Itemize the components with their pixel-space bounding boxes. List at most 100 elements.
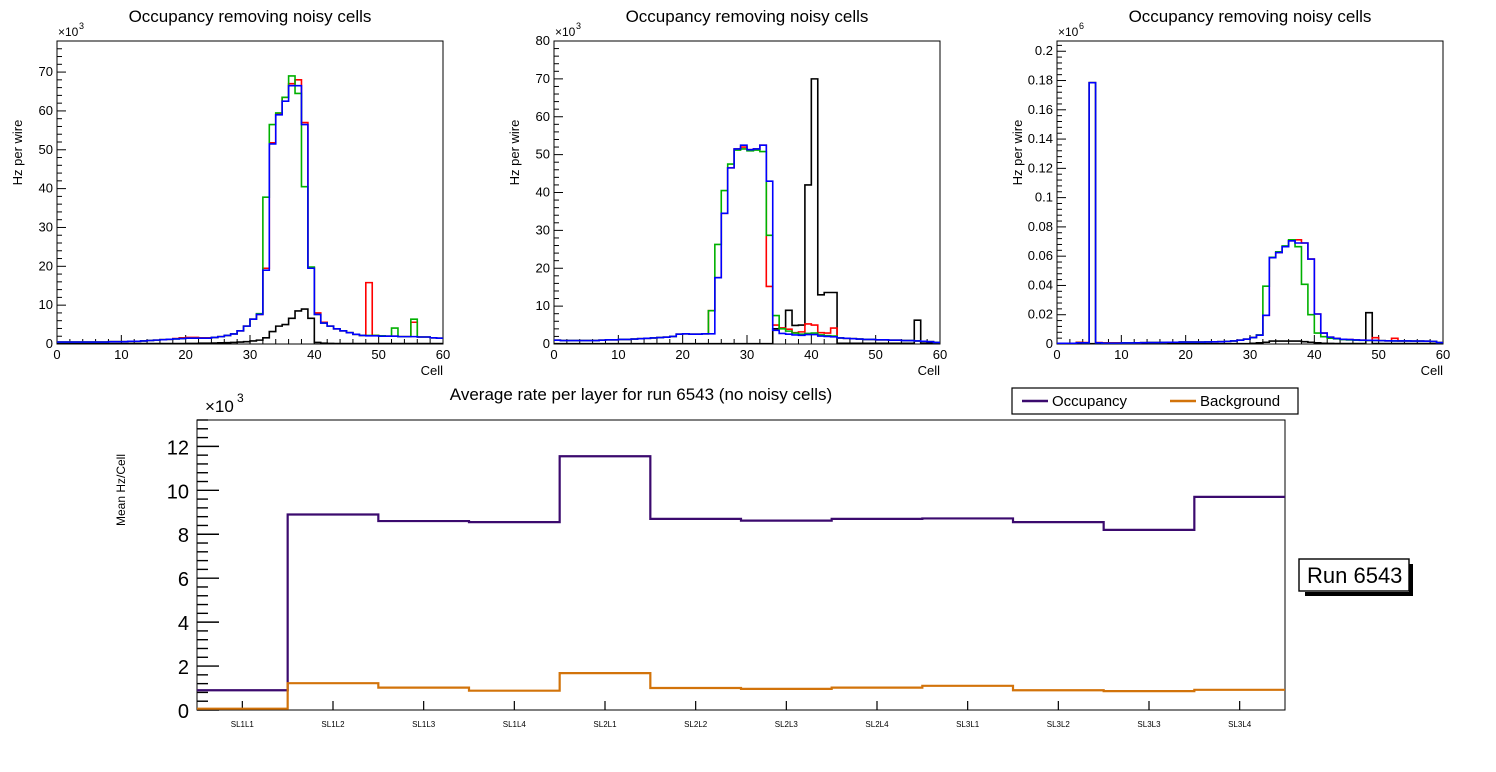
bottom-y-axis-ticks: 0 2 4 6 8 10 12 (167, 419, 219, 723)
y-tick-label: 10 (39, 297, 53, 312)
series-line-green (1057, 81, 1443, 344)
y-tick-label: 0 (1046, 336, 1053, 351)
x-tick-label: 50 (1371, 347, 1385, 362)
y-tick-label: 20 (536, 260, 550, 275)
plot-frame-3 (1056, 40, 1444, 345)
bottom-x-tick-label-SL1L3: SL1L3 (412, 720, 436, 729)
occupancy-chart-svg-1: Occupancy removing noisy cells Hz per wir… (10, 7, 450, 378)
y-axis-label-1: Hz per wire (10, 120, 25, 186)
average-rate-chart-svg: Average rate per layer for run 6543 (no … (114, 385, 1299, 729)
x-tick-label: 30 (1243, 347, 1257, 362)
y-axis-multiplier-base-2: ×10 (555, 25, 576, 39)
y-axis-multiplier-exponent-2: 3 (576, 21, 581, 31)
bottom-x-tick-label-SL3L1: SL3L1 (956, 720, 980, 729)
bottom-plot-frame (196, 419, 1286, 711)
top-panel-row: Occupancy removing noisy cells Hz per wir… (0, 0, 1496, 378)
legend: Occupancy Background (1011, 387, 1299, 415)
y-axis-multiplier-2: ×10 3 (555, 21, 581, 39)
x-tick-label: 10 (611, 347, 625, 362)
bottom-series-group (197, 455, 1285, 710)
series-line-red (1057, 81, 1443, 344)
y-tick-label: 60 (39, 103, 53, 118)
y-tick-label: 0.16 (1028, 102, 1053, 117)
plot-frame-2 (553, 40, 941, 345)
y-axis-ticks-3: 0 0.02 0.04 0.06 0.08 0.1 0.12 0.14 0.16 0.18 0.2 (1028, 43, 1066, 351)
y-tick-label: 60 (536, 109, 550, 124)
y-tick-label: 0 (543, 336, 550, 351)
y-tick-label: 0.02 (1028, 307, 1053, 322)
bottom-y-tick-label: 2 (178, 657, 189, 679)
x-tick-label: 20 (675, 347, 689, 362)
x-axis-label-1: Cell (421, 363, 444, 378)
bottom-x-tick-label-SL3L3: SL3L3 (1137, 720, 1161, 729)
series-line-blue (554, 144, 940, 344)
x-axis-ticks-2: 0 10 20 30 40 50 60 (550, 335, 947, 362)
y-tick-label: 40 (536, 185, 550, 200)
x-tick-label: 50 (868, 347, 882, 362)
y-tick-label: 30 (39, 219, 53, 234)
bottom-x-tick-label-SL1L1: SL1L1 (231, 720, 255, 729)
bottom-series-line-Occupancy (197, 455, 1285, 692)
bottom-chart-title: Average rate per layer for run 6543 (no … (450, 385, 832, 404)
series-line-green (57, 75, 443, 343)
bottom-x-tick-label-SL2L2: SL2L2 (684, 720, 708, 729)
y-axis-label-3: Hz per wire (1010, 120, 1025, 186)
y-tick-label: 0.2 (1035, 43, 1053, 58)
bottom-x-tick-label-SL3L4: SL3L4 (1228, 720, 1252, 729)
x-tick-label: 0 (1053, 347, 1060, 362)
run-badge-svg: Run 6543 (1298, 558, 1413, 596)
bottom-x-tick-label-SL2L1: SL2L1 (593, 720, 617, 729)
occupancy-panel-1: Occupancy removing noisy cells Hz per wir… (0, 0, 480, 378)
x-axis-ticks-3: 0 10 20 30 40 50 60 (1053, 335, 1450, 362)
y-axis-multiplier-3: ×10 6 (1058, 21, 1084, 39)
y-axis-ticks-2: 0 10 20 30 40 50 60 70 80 (536, 33, 563, 351)
bottom-y-tick-label: 4 (178, 613, 189, 635)
y-tick-label: 50 (536, 147, 550, 162)
y-tick-label: 80 (536, 33, 550, 48)
bottom-y-axis-multiplier: ×10 3 (205, 391, 244, 416)
x-tick-label: 20 (178, 347, 192, 362)
series-line-green (554, 148, 940, 344)
y-tick-label: 0.04 (1028, 277, 1053, 292)
y-axis-ticks-1: 0 10 20 30 40 50 60 70 (39, 40, 66, 351)
x-tick-label: 60 (1436, 347, 1450, 362)
x-tick-label: 60 (933, 347, 947, 362)
bottom-y-axis-label: Mean Hz/Cell (114, 454, 128, 526)
y-tick-label: 0.14 (1028, 131, 1053, 146)
series-group-3 (1057, 81, 1443, 344)
x-axis-label-2: Cell (918, 363, 941, 378)
x-tick-label: 10 (1114, 347, 1128, 362)
bottom-x-tick-label-SL1L4: SL1L4 (503, 720, 527, 729)
panel-title-2: Occupancy removing noisy cells (626, 7, 869, 26)
y-axis-multiplier-exponent-3: 6 (1079, 21, 1084, 31)
legend-label-background: Background (1200, 393, 1280, 410)
x-tick-label: 50 (371, 347, 385, 362)
y-tick-label: 50 (39, 142, 53, 157)
x-tick-label: 0 (550, 347, 557, 362)
occupancy-chart-svg-2: Occupancy removing noisy cells Hz per wir… (507, 7, 947, 378)
legend-box (1011, 387, 1299, 415)
panel-title-1: Occupancy removing noisy cells (129, 7, 372, 26)
y-tick-label: 0.12 (1028, 160, 1053, 175)
bottom-x-tick-label-SL2L4: SL2L4 (865, 720, 889, 729)
y-tick-label: 70 (536, 71, 550, 86)
y-axis-multiplier-exponent-1: 3 (79, 21, 84, 31)
run-badge-label: Run 6543 (1307, 563, 1402, 588)
x-axis-label-3: Cell (1421, 363, 1444, 378)
bottom-y-tick-label: 10 (167, 481, 189, 503)
bottom-y-tick-label: 6 (178, 569, 189, 591)
occupancy-chart-svg-3: Occupancy removing noisy cells Hz per wir… (1010, 7, 1450, 378)
bottom-y-tick-label: 0 (178, 701, 189, 723)
y-tick-label: 0.1 (1035, 190, 1053, 205)
y-tick-label: 20 (39, 258, 53, 273)
series-line-black (57, 308, 443, 344)
series-line-blue (1057, 81, 1443, 344)
y-axis-multiplier-base-1: ×10 (58, 25, 79, 39)
run-badge-box (1298, 558, 1410, 592)
series-group-1 (57, 75, 443, 344)
bottom-y-multiplier-base: ×10 (205, 397, 234, 416)
legend-label-occupancy: Occupancy (1052, 393, 1128, 410)
series-line-red (554, 144, 940, 344)
bottom-x-tick-label-SL2L3: SL2L3 (775, 720, 799, 729)
y-tick-label: 10 (536, 298, 550, 313)
